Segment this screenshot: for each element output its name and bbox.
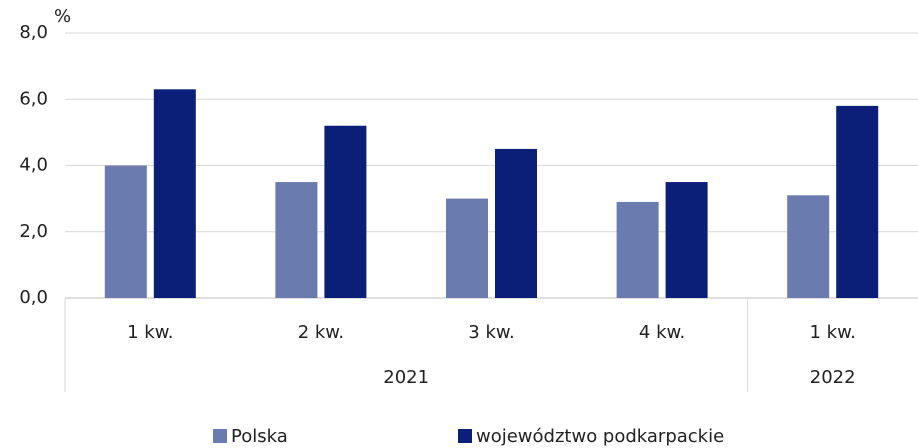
legend-label: Polska <box>231 426 288 447</box>
bar <box>665 182 708 298</box>
bar <box>787 195 830 298</box>
x-group-label: 2021 <box>383 367 429 388</box>
bar <box>324 125 367 298</box>
y-tick-label: 0,0 <box>19 287 48 308</box>
x-tick-label: 2 kw. <box>298 322 344 343</box>
bar <box>275 182 318 298</box>
bar <box>104 165 147 298</box>
legend-swatch <box>213 429 227 443</box>
bar <box>616 201 659 298</box>
y-tick-label: 4,0 <box>19 155 48 176</box>
legend-label: województwo podkarpackie <box>476 426 724 447</box>
x-tick-label: 1 kw. <box>127 322 173 343</box>
x-tick-label: 4 kw. <box>639 322 685 343</box>
y-tick-label: 8,0 <box>19 22 48 43</box>
legend-swatch <box>458 429 472 443</box>
bar <box>836 105 879 298</box>
x-tick-label: 3 kw. <box>468 322 514 343</box>
y-tick-label: 6,0 <box>19 88 48 109</box>
x-tick-label: 1 kw. <box>810 322 856 343</box>
x-group-label: 2022 <box>810 367 856 388</box>
bar <box>153 89 196 298</box>
bar <box>446 198 488 298</box>
bar <box>495 148 537 298</box>
y-axis-unit: % <box>54 6 71 27</box>
y-tick-label: 2,0 <box>19 221 48 242</box>
